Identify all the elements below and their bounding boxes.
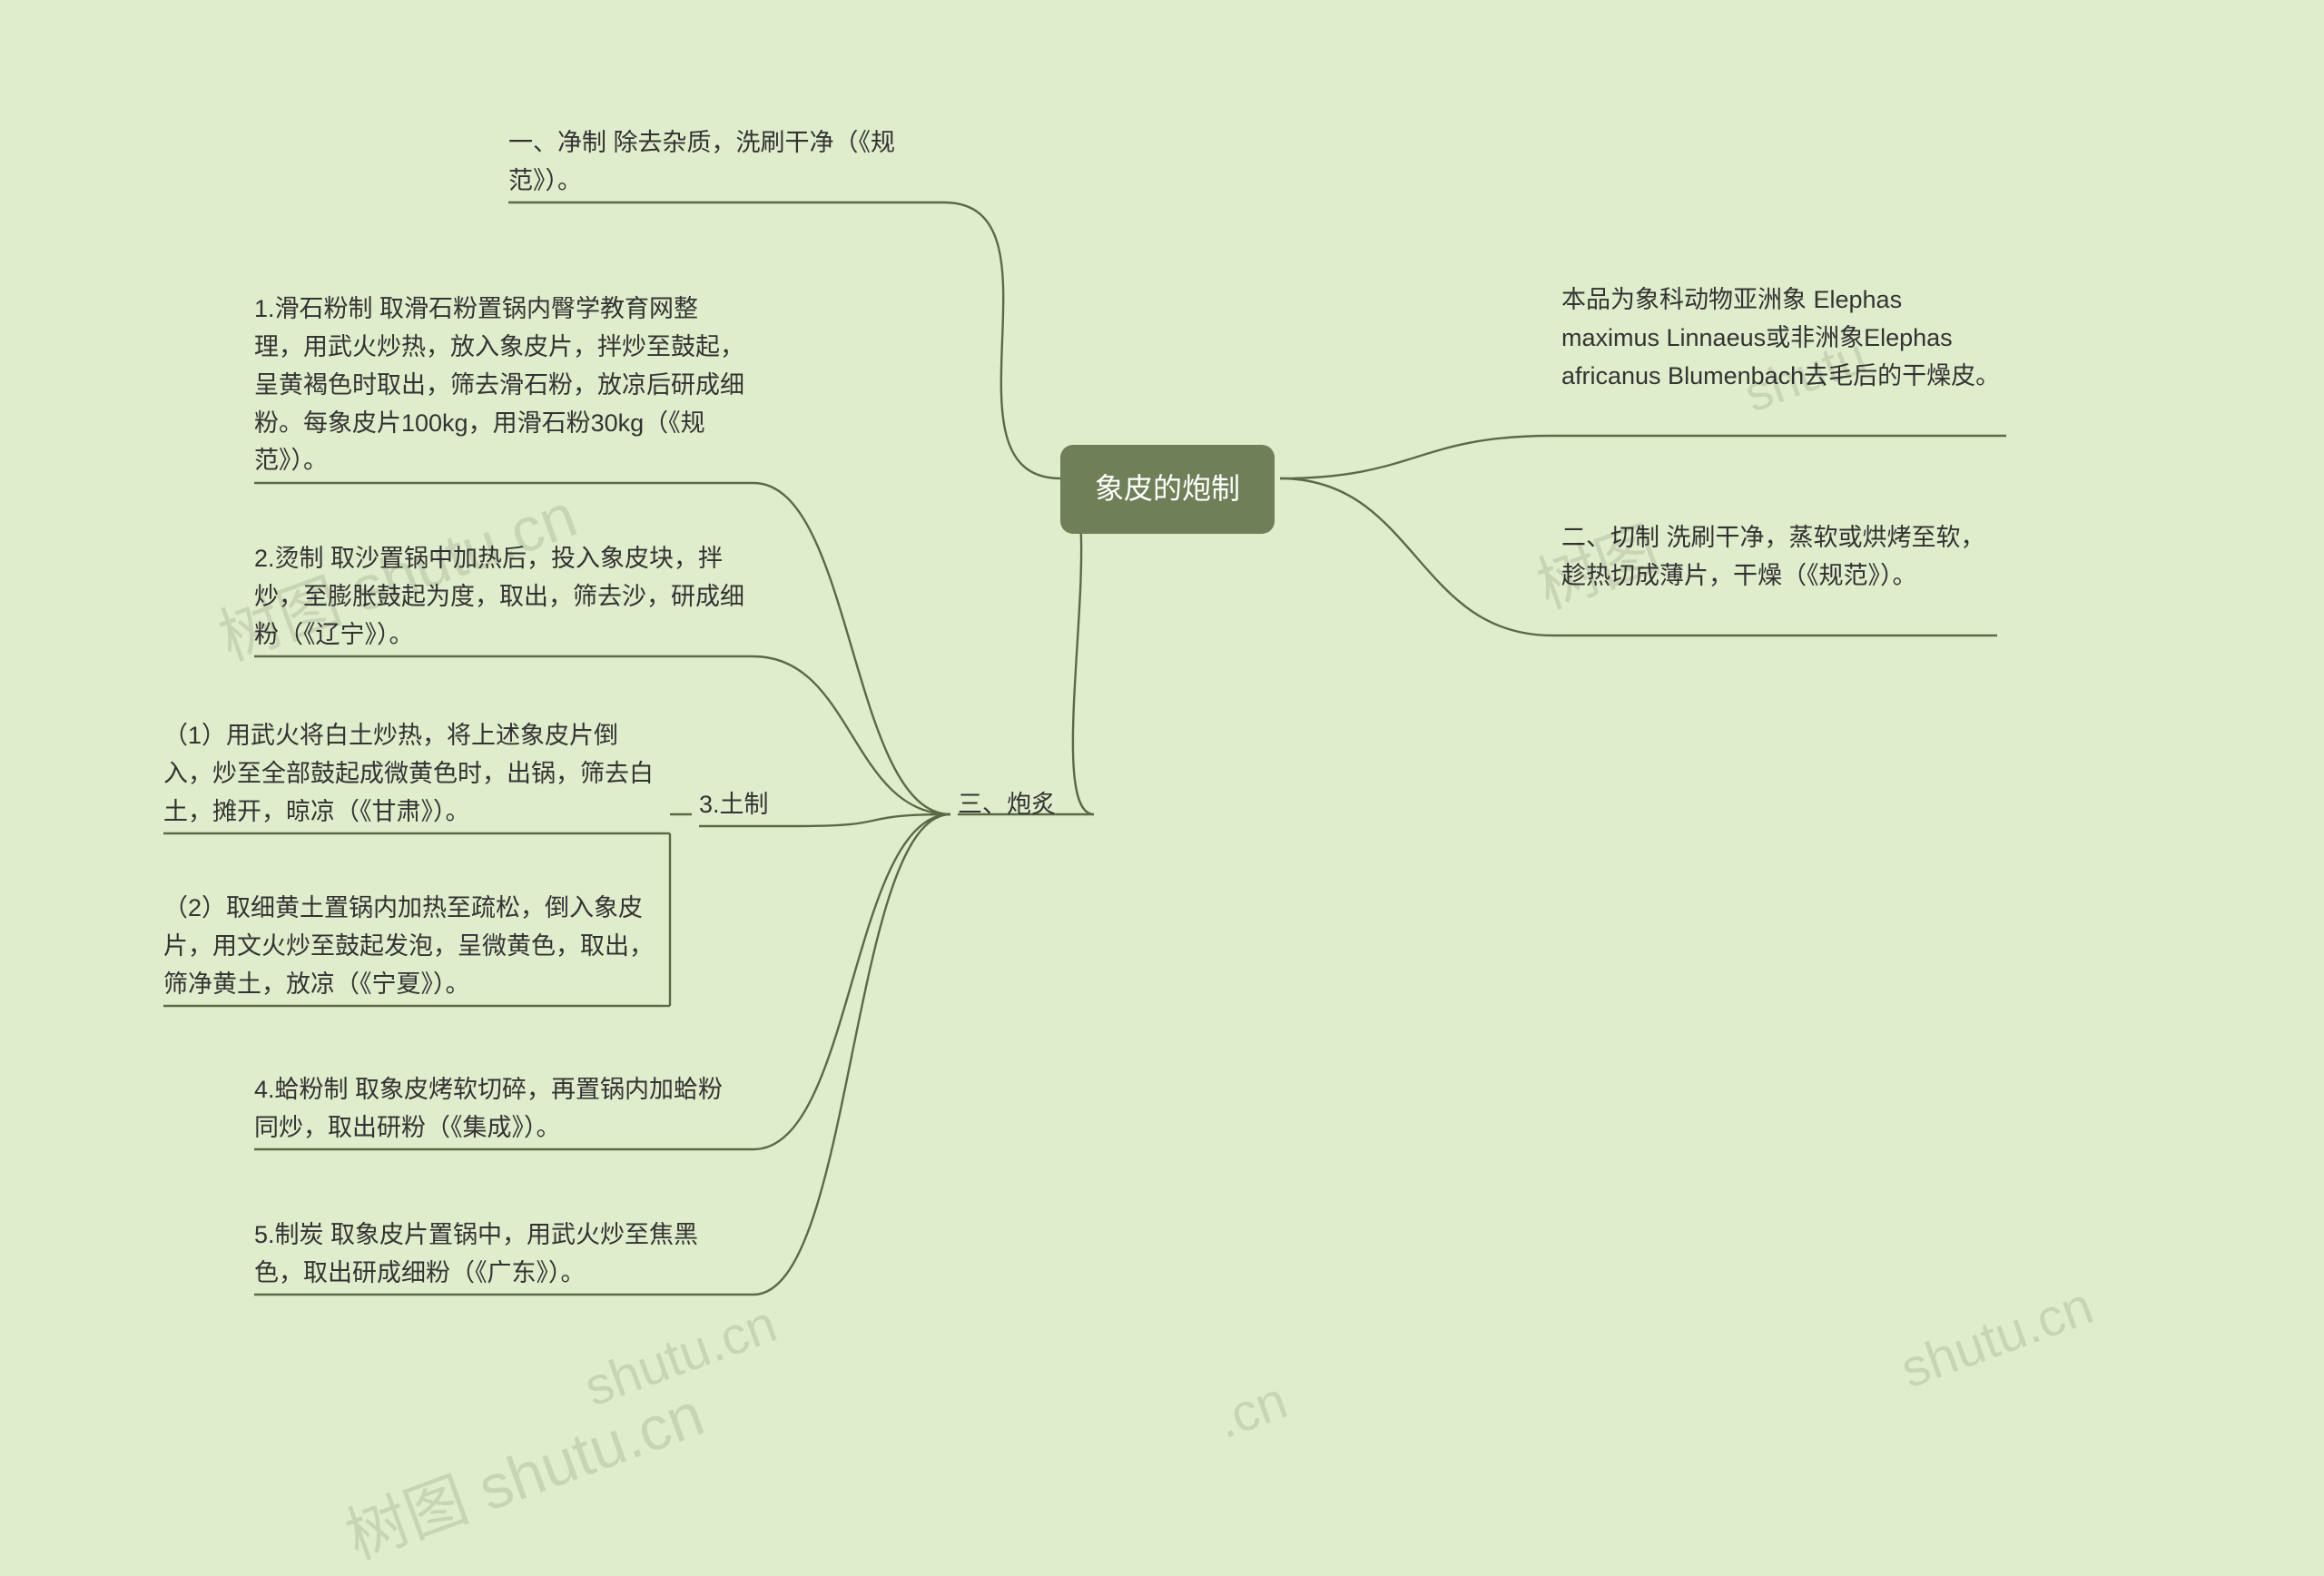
node-intro: 本品为象科动物亚洲象 Elephas maximus Linnaeus或非洲象E… <box>1561 281 2006 396</box>
root-node: 象皮的炮制 <box>1060 445 1275 534</box>
watermark: .cn <box>1208 1370 1295 1451</box>
node-soil2: （2）取细黄土置锅内加热至疏松，倒入象皮片，用文火炒至鼓起发泡，呈微黄色，取出，… <box>163 890 654 1004</box>
node-soil1: （1）用武火将白土炒热，将上述象皮片倒入，炒至全部鼓起成微黄色时，出锅，筛去白土… <box>163 717 654 832</box>
node-clean: 一、净制 除去杂质，洗刷干净（《规范》）。 <box>508 124 935 201</box>
node-soil: 3.土制 <box>699 786 790 824</box>
watermark: 树图 shutu.cn <box>331 1364 714 1576</box>
node-char: 5.制炭 取象皮片置锅中，用武火炒至焦黑色，取出研成细粉（《广东》）。 <box>254 1216 744 1293</box>
node-paozhi: 三、炮炙 <box>958 786 1085 824</box>
watermark: shutu.cn <box>1893 1276 2101 1401</box>
watermark: shutu.cn <box>576 1294 784 1419</box>
node-scald: 2.烫制 取沙置锅中加热后，投入象皮块，拌炒，至膨胀鼓起为度，取出，筛去沙，研成… <box>254 540 744 655</box>
node-talc: 1.滑石粉制 取滑石粉置锅内臀学教育网整理，用武火炒热，放入象皮片，拌炒至鼓起，… <box>254 291 744 480</box>
node-cut: 二、切制 洗刷干净，蒸软或烘烤至软，趁热切成薄片，干燥（《规范》）。 <box>1561 519 1997 596</box>
node-clam: 4.蛤粉制 取象皮烤软切碎，再置锅内加蛤粉同炒，取出研粉（《集成》）。 <box>254 1071 744 1148</box>
